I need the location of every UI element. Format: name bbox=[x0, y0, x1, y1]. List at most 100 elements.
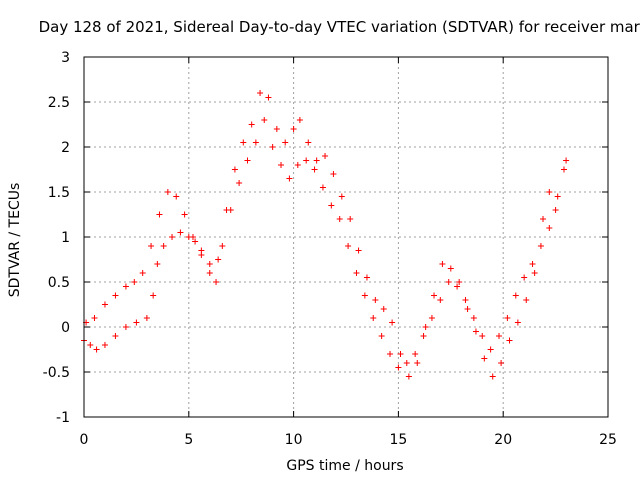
y-tick-label: -1 bbox=[56, 410, 70, 426]
data-point bbox=[244, 157, 251, 164]
data-point bbox=[236, 180, 243, 186]
data-point bbox=[181, 211, 188, 218]
data-point bbox=[122, 324, 129, 330]
data-point bbox=[177, 229, 184, 236]
series-2 bbox=[83, 90, 570, 380]
data-point bbox=[447, 265, 454, 272]
data-point bbox=[428, 315, 435, 321]
data-point bbox=[363, 274, 370, 281]
data-point bbox=[370, 315, 377, 321]
x-tick-label: 25 bbox=[599, 432, 617, 448]
data-point bbox=[462, 297, 469, 303]
data-point bbox=[290, 126, 297, 132]
data-point bbox=[122, 283, 129, 290]
x-axis-label: GPS time / hours bbox=[286, 458, 403, 474]
data-point bbox=[405, 373, 412, 380]
series-1 bbox=[81, 117, 559, 371]
data-point bbox=[206, 270, 213, 276]
data-point bbox=[265, 94, 272, 101]
data-point bbox=[189, 234, 196, 240]
data-point bbox=[322, 153, 329, 159]
data-point bbox=[261, 117, 268, 123]
data-marks bbox=[81, 90, 570, 380]
data-point bbox=[91, 315, 98, 321]
data-point bbox=[192, 238, 199, 245]
data-point bbox=[529, 261, 536, 267]
data-point bbox=[345, 243, 352, 249]
data-point bbox=[552, 207, 559, 213]
data-point bbox=[487, 346, 494, 353]
x-tick-label: 5 bbox=[184, 432, 193, 448]
y-axis-label: SDTVAR / TECUs bbox=[7, 183, 23, 298]
data-point bbox=[521, 274, 528, 281]
x-tick-label: 20 bbox=[494, 432, 512, 448]
data-point bbox=[437, 297, 444, 303]
x-tick-label: 0 bbox=[80, 432, 89, 448]
data-point bbox=[439, 261, 446, 267]
data-point bbox=[422, 324, 429, 330]
data-point bbox=[347, 216, 354, 222]
data-point bbox=[389, 319, 396, 326]
data-point bbox=[397, 351, 404, 357]
data-point bbox=[278, 162, 285, 168]
data-point bbox=[131, 279, 138, 285]
data-point bbox=[101, 301, 108, 308]
y-tick-label: 0 bbox=[61, 320, 70, 336]
data-point bbox=[479, 333, 486, 339]
data-point bbox=[231, 166, 238, 173]
data-point bbox=[282, 139, 289, 146]
y-tick-label: 1 bbox=[61, 230, 70, 246]
data-point bbox=[395, 364, 402, 371]
data-point bbox=[537, 243, 544, 249]
data-point bbox=[112, 292, 119, 299]
data-point bbox=[169, 234, 176, 240]
data-point bbox=[554, 193, 561, 200]
y-tick-label: -0.5 bbox=[43, 365, 70, 381]
data-point bbox=[154, 261, 161, 267]
x-tick-label: 10 bbox=[285, 432, 303, 448]
data-point bbox=[206, 261, 213, 267]
data-point bbox=[269, 144, 276, 150]
data-point bbox=[560, 166, 567, 173]
data-point bbox=[420, 333, 427, 339]
data-point bbox=[296, 117, 303, 123]
data-point bbox=[215, 256, 222, 263]
data-point bbox=[470, 315, 477, 321]
data-point bbox=[387, 351, 394, 357]
data-point bbox=[257, 90, 264, 96]
data-point bbox=[563, 157, 570, 164]
data-point bbox=[319, 184, 326, 191]
data-point bbox=[498, 360, 505, 366]
data-point bbox=[336, 216, 343, 222]
data-point bbox=[414, 360, 421, 366]
data-point bbox=[150, 292, 157, 299]
data-point bbox=[481, 355, 488, 362]
data-point bbox=[313, 157, 320, 164]
data-point bbox=[506, 337, 513, 344]
data-point bbox=[286, 175, 293, 182]
data-point bbox=[464, 306, 471, 312]
data-point bbox=[252, 139, 259, 146]
data-point bbox=[143, 315, 150, 321]
data-point bbox=[273, 126, 280, 132]
data-point bbox=[305, 139, 312, 146]
data-point bbox=[504, 315, 511, 321]
data-point bbox=[454, 283, 461, 290]
y-tick-label: 3 bbox=[61, 50, 70, 66]
data-point bbox=[219, 243, 226, 249]
data-point bbox=[531, 270, 538, 276]
data-point bbox=[496, 333, 503, 339]
grid bbox=[84, 57, 608, 417]
data-point bbox=[112, 333, 119, 339]
data-point bbox=[198, 252, 205, 258]
data-point bbox=[403, 360, 410, 366]
data-point bbox=[133, 319, 140, 326]
data-point bbox=[139, 270, 146, 276]
data-point bbox=[472, 328, 479, 335]
data-point bbox=[93, 346, 100, 353]
data-point bbox=[213, 279, 220, 285]
data-point bbox=[412, 351, 419, 357]
data-point bbox=[546, 189, 553, 195]
